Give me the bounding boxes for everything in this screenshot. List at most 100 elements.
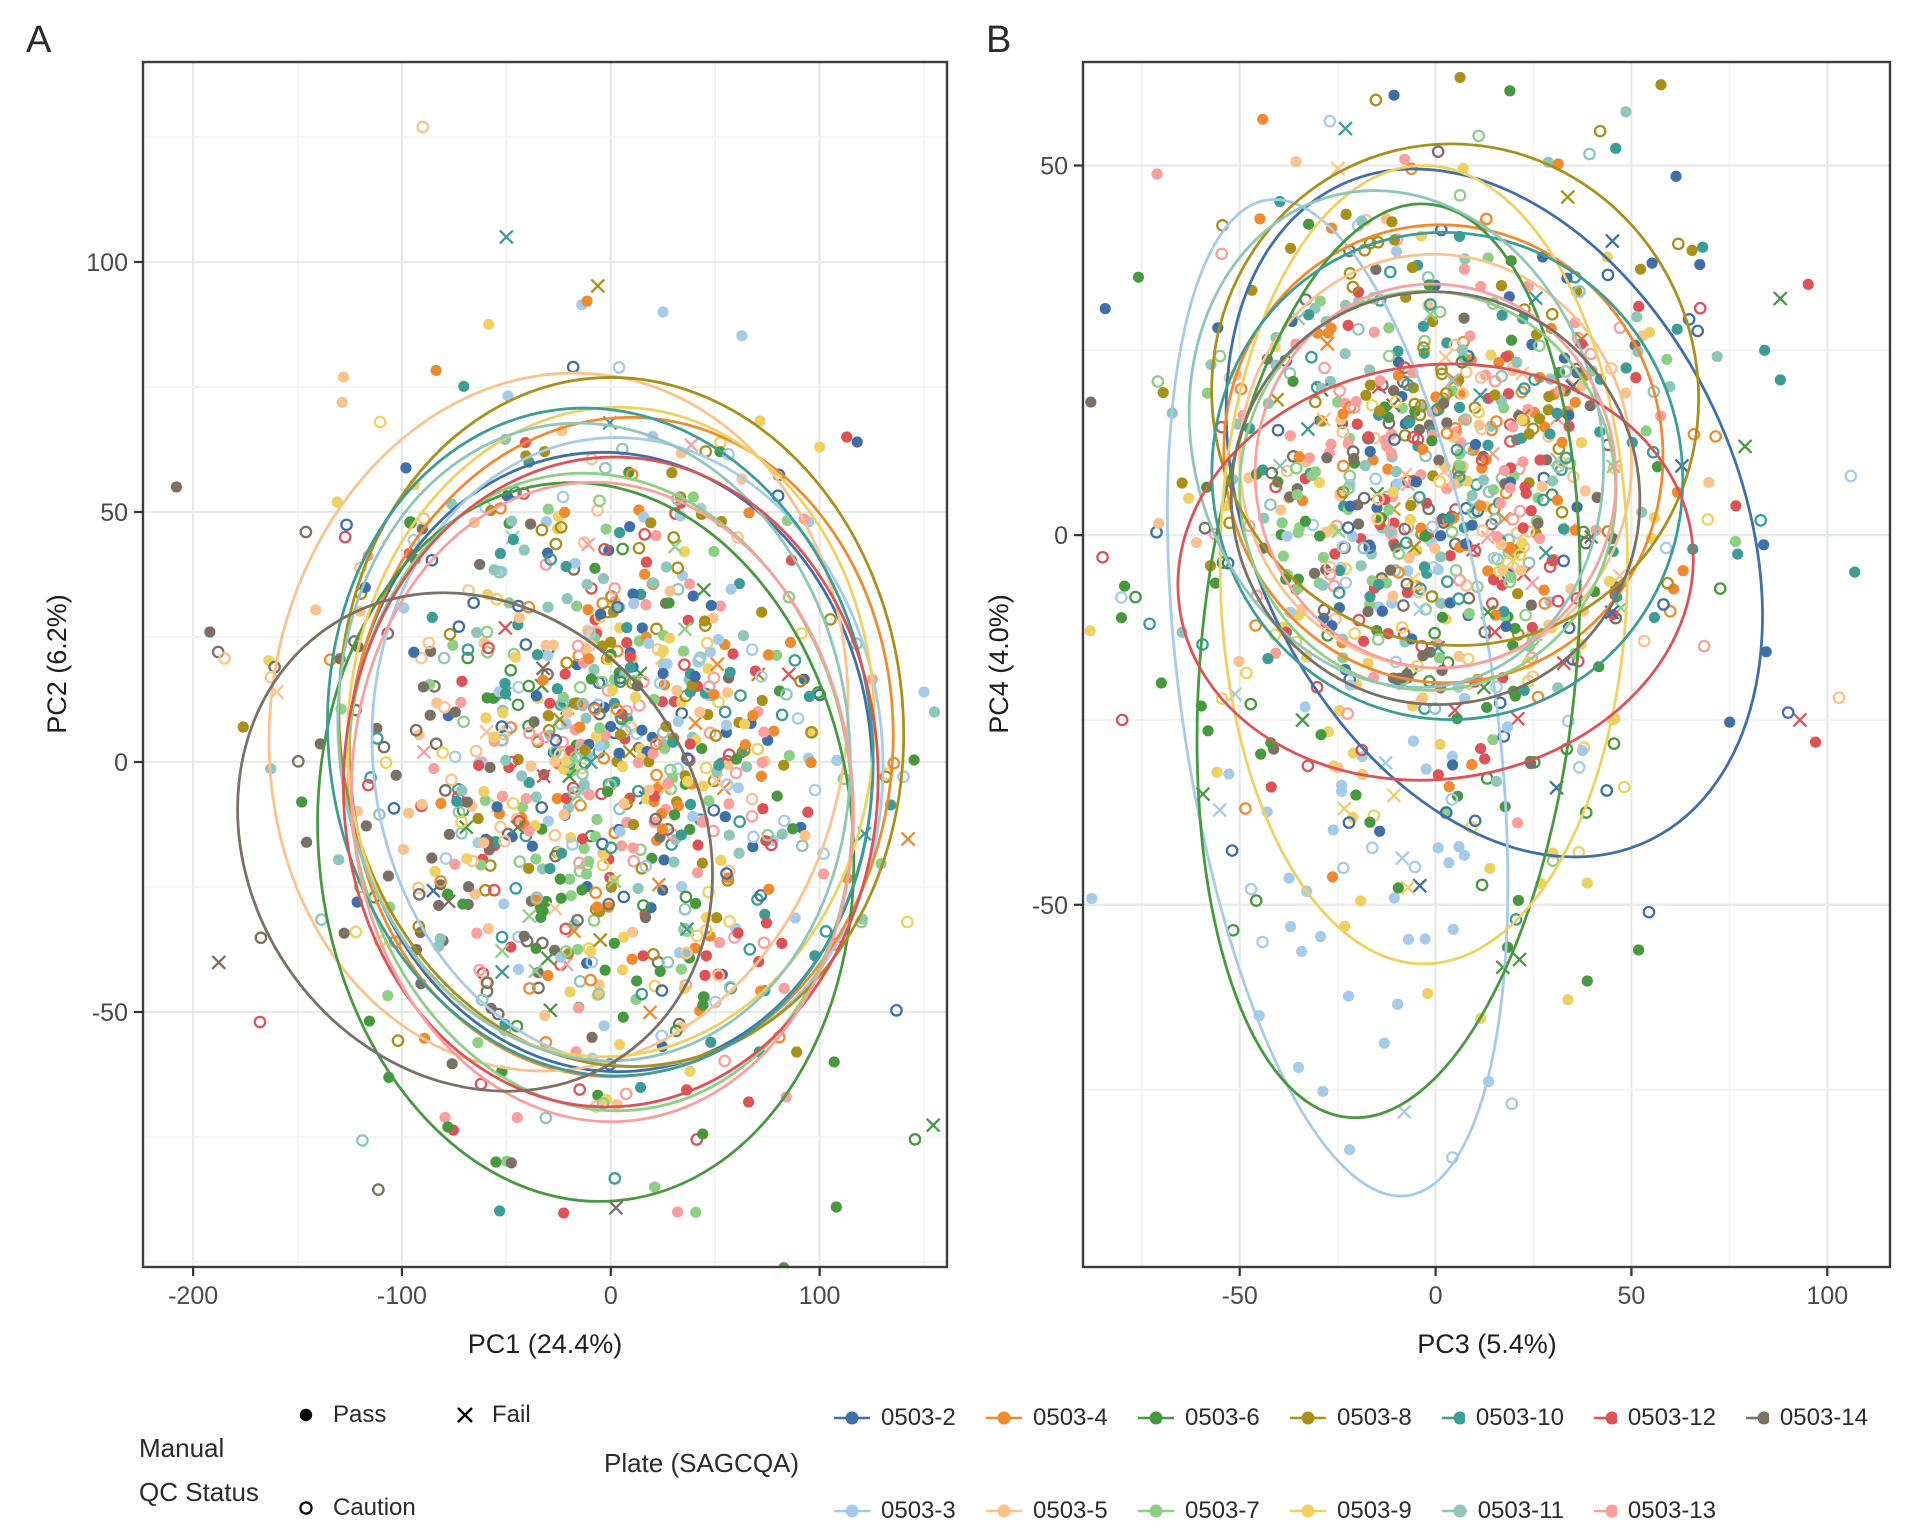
data-point-caution bbox=[611, 600, 624, 614]
data-point-caution bbox=[598, 542, 611, 556]
data-point-pass bbox=[1774, 374, 1786, 386]
data-point-pass bbox=[469, 888, 481, 900]
data-point-caution bbox=[1369, 472, 1383, 486]
data-point-caution bbox=[680, 946, 693, 960]
data-point-pass bbox=[371, 722, 383, 734]
data-point-pass bbox=[430, 364, 442, 377]
data-point-pass bbox=[1458, 263, 1471, 275]
data-point-pass bbox=[1303, 452, 1316, 464]
data-point-pass bbox=[1388, 892, 1400, 904]
data-point-pass bbox=[1463, 607, 1475, 620]
data-point-caution bbox=[1474, 371, 1488, 385]
data-point-pass bbox=[1490, 775, 1502, 788]
data-point-fail bbox=[1400, 880, 1416, 896]
data-point-pass bbox=[382, 990, 394, 1002]
data-point-pass bbox=[624, 521, 636, 533]
data-point-caution bbox=[692, 652, 706, 666]
data-point-pass bbox=[540, 639, 552, 651]
data-point-caution bbox=[1428, 626, 1441, 640]
data-point-pass bbox=[1511, 817, 1524, 829]
plate-legend-item: 0503-9 bbox=[1290, 1491, 1412, 1531]
data-point-pass bbox=[662, 777, 674, 790]
data-point-caution bbox=[1372, 492, 1385, 506]
data-point-pass bbox=[1525, 599, 1537, 611]
data-point-pass bbox=[601, 786, 614, 798]
data-point-pass bbox=[576, 884, 588, 896]
data-point-pass bbox=[1205, 359, 1217, 371]
data-point-pass bbox=[1482, 565, 1494, 577]
data-point-pass bbox=[657, 306, 669, 318]
data-point-pass bbox=[1562, 994, 1574, 1006]
data-point-pass bbox=[569, 557, 581, 569]
data-point-pass bbox=[627, 842, 639, 854]
data-point-pass bbox=[637, 950, 649, 962]
data-point-caution bbox=[1453, 573, 1467, 587]
data-point-pass bbox=[1489, 389, 1501, 401]
data-point-pass bbox=[581, 295, 593, 307]
data-point-pass bbox=[1651, 461, 1664, 473]
data-point-caution bbox=[1069, 668, 1079, 678]
data-point-caution bbox=[438, 784, 452, 797]
data-point-pass bbox=[722, 758, 734, 771]
data-point-caution bbox=[509, 881, 523, 895]
data-point-fail bbox=[540, 950, 556, 966]
confidence-ellipse bbox=[1224, 167, 1764, 859]
data-point-pass bbox=[429, 865, 441, 878]
data-point-caution bbox=[1398, 522, 1411, 536]
data-point-pass bbox=[1362, 431, 1375, 443]
data-point-pass bbox=[1257, 113, 1269, 125]
plate-legend-item: 0503-4 bbox=[986, 1398, 1108, 1438]
data-point-pass bbox=[472, 1037, 484, 1049]
plate-legend-label: 0503-4 bbox=[1033, 1404, 1108, 1431]
data-point-pass bbox=[690, 1206, 702, 1218]
data-point-pass bbox=[723, 829, 735, 841]
plate-legend-label: 0503-9 bbox=[1337, 1497, 1412, 1524]
data-point-pass bbox=[694, 706, 706, 718]
confidence-ellipse bbox=[1166, 198, 1510, 1198]
data-point-pass bbox=[1374, 825, 1386, 837]
data-point-pass bbox=[749, 665, 762, 677]
data-point-caution bbox=[747, 830, 760, 844]
data-point-caution bbox=[475, 993, 489, 1007]
data-point-caution bbox=[908, 1133, 922, 1146]
data-point-pass bbox=[1446, 750, 1458, 762]
data-point-pass bbox=[1579, 485, 1591, 497]
data-point-pass bbox=[908, 754, 920, 766]
data-point-caution bbox=[535, 523, 549, 537]
data-point-caution bbox=[718, 705, 732, 719]
data-point-caution bbox=[1412, 585, 1426, 599]
data-point-caution bbox=[1244, 697, 1258, 711]
data-point-pass bbox=[1407, 735, 1420, 747]
data-point-pass bbox=[530, 791, 542, 803]
data-point-pass bbox=[583, 789, 595, 801]
data-point-caution bbox=[556, 697, 569, 710]
data-point-caution bbox=[745, 792, 759, 806]
data-point-pass bbox=[523, 776, 535, 789]
data-point-pass bbox=[704, 930, 716, 942]
plate-key-dot bbox=[1757, 1411, 1769, 1425]
data-point-pass bbox=[1435, 551, 1447, 563]
data-point-fail bbox=[709, 773, 724, 789]
data-point-caution bbox=[211, 645, 225, 659]
data-point-pass bbox=[851, 436, 863, 448]
data-point-pass bbox=[1557, 523, 1570, 535]
data-point-caution bbox=[409, 723, 423, 737]
data-point-caution bbox=[576, 697, 590, 711]
data-point-pass bbox=[1542, 404, 1555, 416]
data-point-caution bbox=[1323, 568, 1337, 581]
panel-border bbox=[1081, 60, 1892, 1269]
data-point-pass bbox=[1313, 477, 1326, 489]
data-point-fail bbox=[1480, 529, 1495, 545]
data-point-caution bbox=[1583, 147, 1596, 161]
data-point-pass bbox=[204, 626, 216, 638]
data-point-caution bbox=[479, 883, 492, 897]
data-point-pass bbox=[1498, 606, 1510, 618]
data-point-pass bbox=[576, 833, 589, 845]
data-point-caution bbox=[544, 553, 558, 566]
data-point-caution bbox=[734, 689, 747, 702]
data-point-caution bbox=[1332, 586, 1346, 600]
x-tick-label: -50 bbox=[1222, 1282, 1258, 1310]
data-point-pass bbox=[461, 853, 473, 865]
plate-key-line-dot-icon bbox=[1442, 1504, 1467, 1518]
data-point-fail bbox=[1320, 336, 1335, 352]
